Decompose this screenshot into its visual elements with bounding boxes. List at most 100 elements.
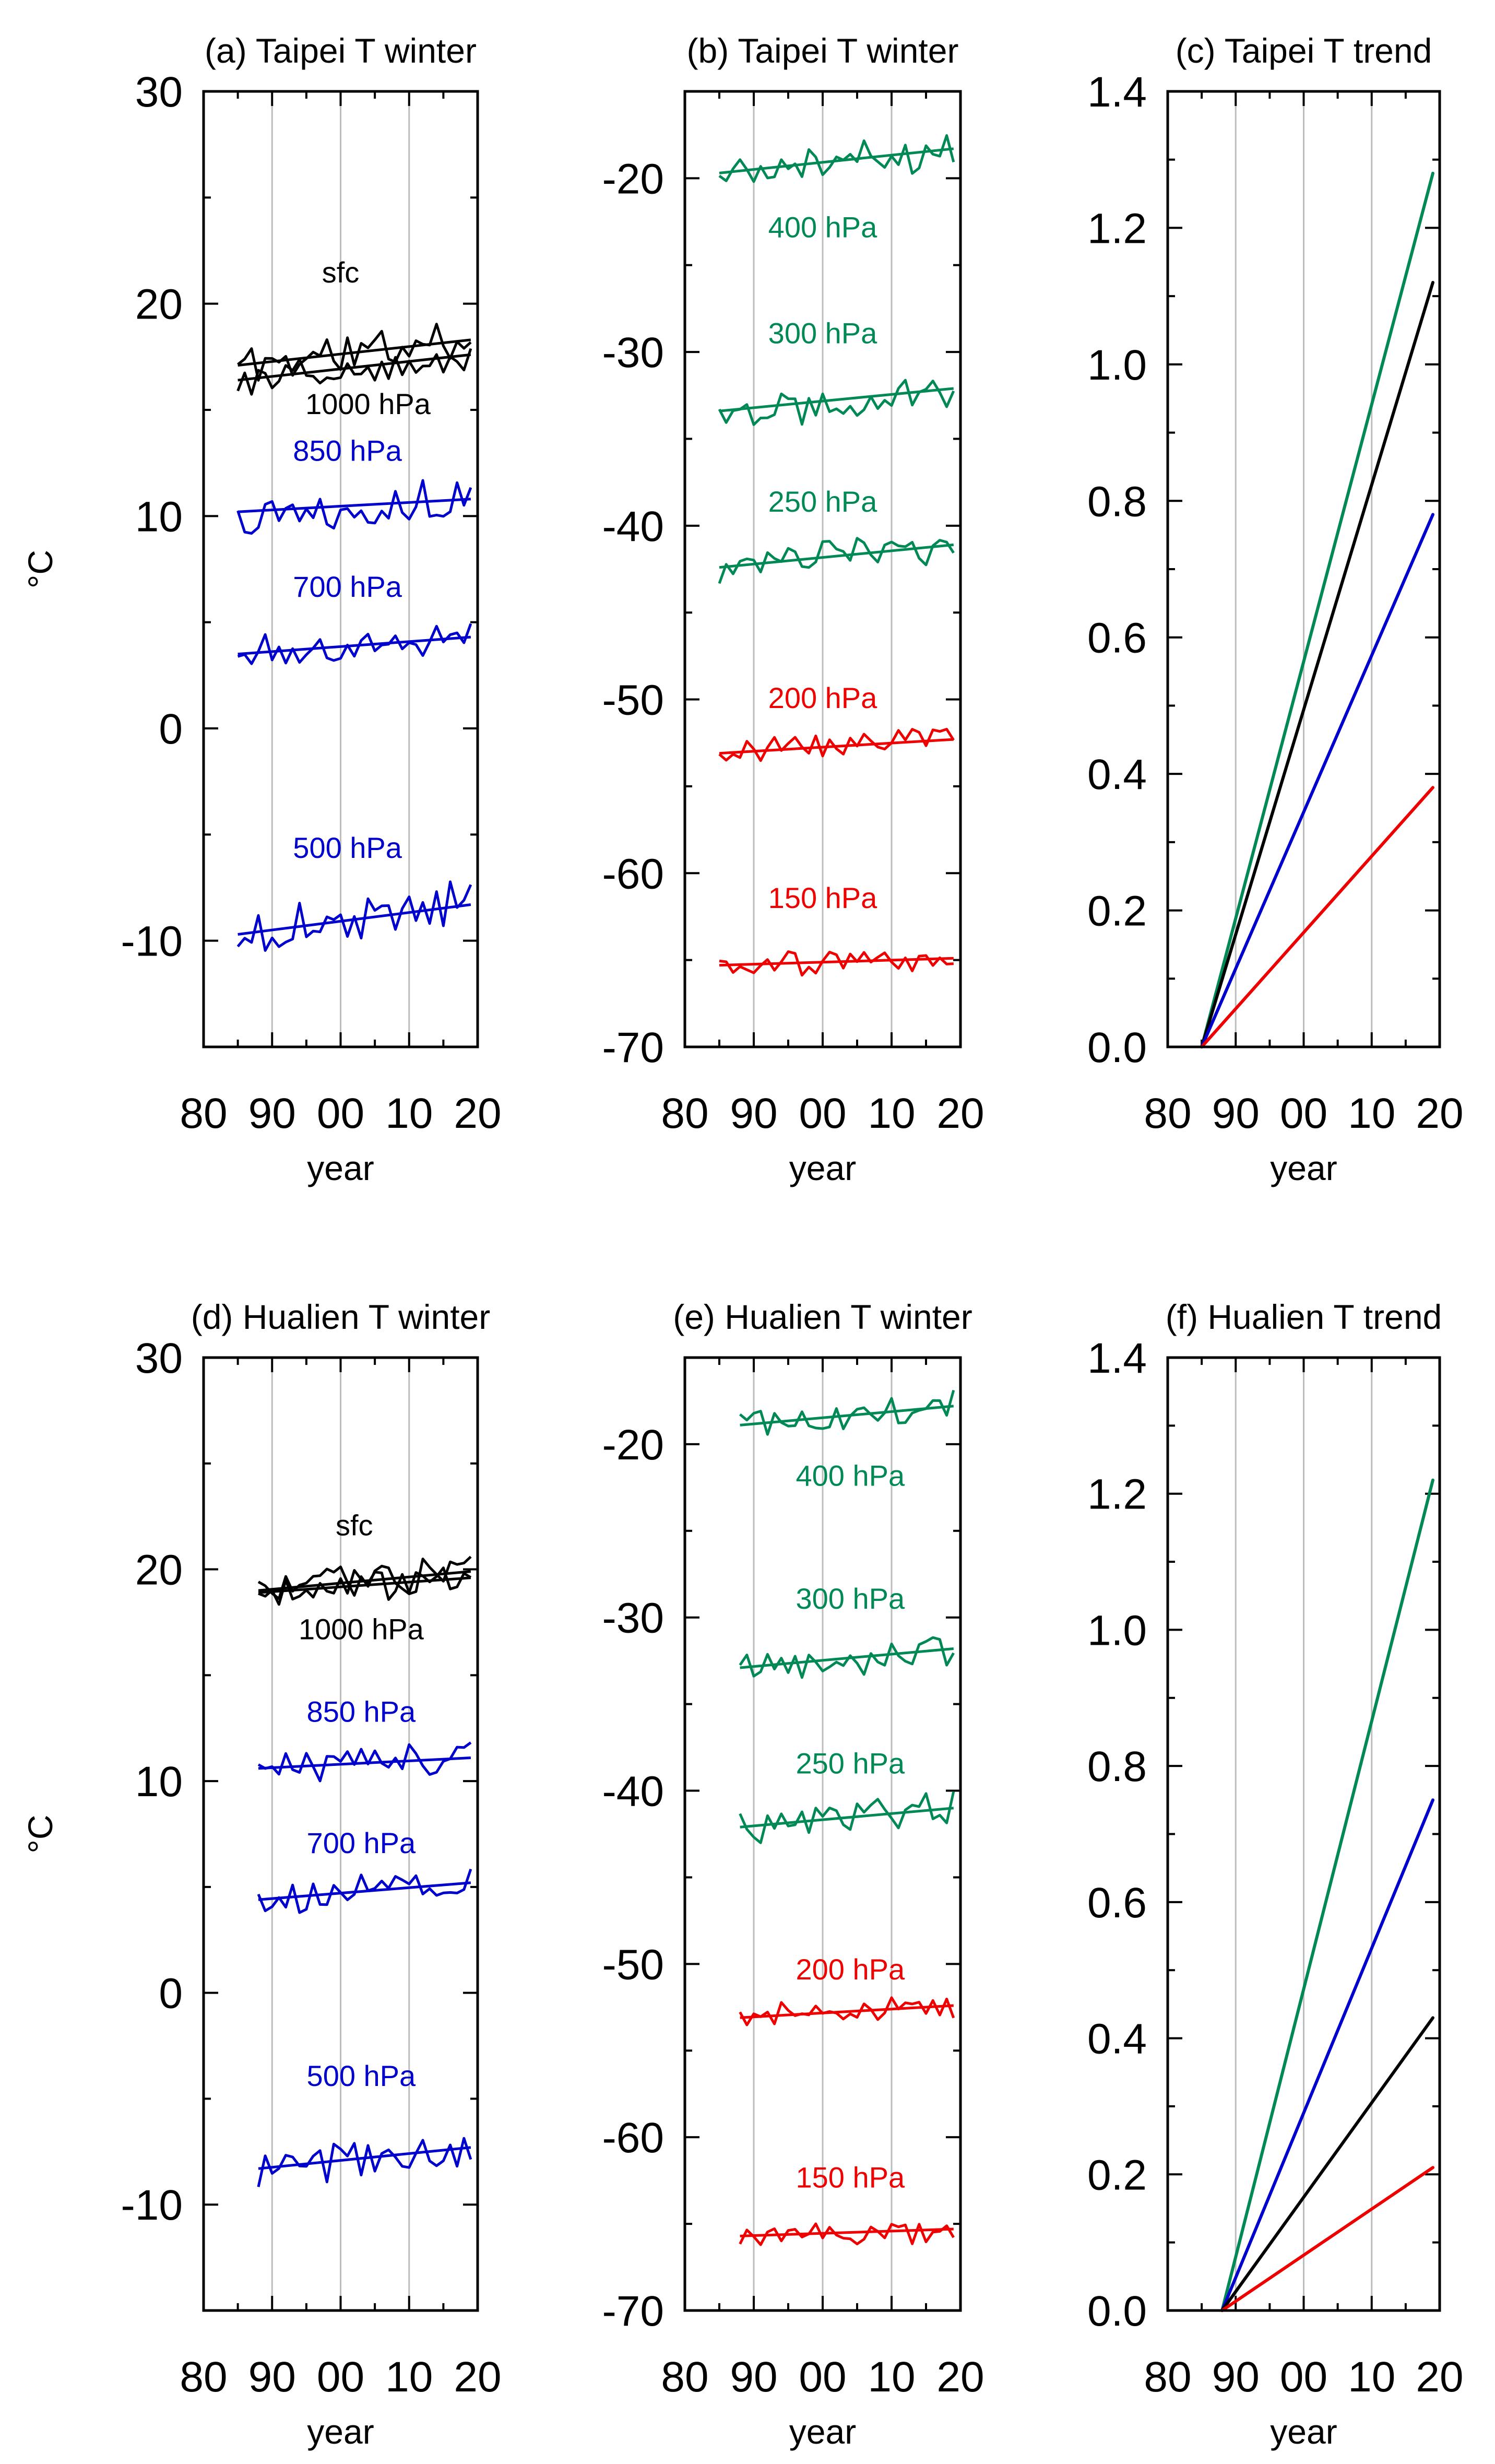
panel-b-series-4-label: 150 hPa [768, 881, 877, 914]
panel-f-xtick-label-2: 00 [1280, 2353, 1327, 2401]
panel-a-ylabel: °C [21, 550, 60, 588]
panel-d-xtick-label-1: 90 [248, 2353, 296, 2401]
panel-c-ytick-label-0: 0.0 [1087, 1024, 1147, 1071]
panel-b: (b) Taipei T winter 80 90 00 10 20 -70 -60 -50 -4… [602, 31, 984, 1187]
panel-e-ytick-label-2: -50 [602, 1941, 664, 1988]
panel-c-xtick-label-0: 80 [1144, 1090, 1191, 1137]
panel-a: (a) Taipei T winter 80 90 00 10 20 -10 0 10 20 30 y… [21, 31, 502, 1187]
panel-d-series-2-trend-line [258, 1756, 471, 1770]
panel-d-series-1-trend-line [258, 1576, 471, 1594]
panel-b-series-2-label: 250 hPa [768, 485, 877, 518]
panel-f-xtick-label-0: 80 [1144, 2353, 1191, 2401]
panel-c-xtick-label-1: 90 [1212, 1090, 1260, 1137]
panel-c-xlabel: year [1270, 1149, 1337, 1187]
panel-b-xtick-label-2: 00 [799, 1090, 846, 1137]
panel-c-ytick-label-7: 1.4 [1087, 68, 1147, 116]
panel-b-ytick-label-4: -30 [602, 329, 664, 376]
panel-e-series-1-trend-line [740, 1647, 954, 1669]
panel-d-series-3-label: 700 hPa [307, 1826, 416, 1859]
panel-c-ytick-label-2: 0.4 [1087, 751, 1147, 798]
panel-b-series-2-trend-line [719, 543, 954, 569]
panel-a-series-4-trend-line [238, 903, 471, 936]
panel-f-ytick-label-7: 1.4 [1087, 1335, 1147, 1382]
panel-e-frame [683, 1356, 962, 2312]
panel-b-title: (b) Taipei T winter [687, 31, 959, 70]
panel-a-series-4-label: 500 hPa [293, 831, 402, 864]
panel-a-xtick-label-3: 10 [385, 1090, 433, 1137]
panel-e-ytick-label-1: -60 [602, 2114, 664, 2162]
panel-b-ytick-label-5: -20 [602, 155, 664, 203]
panel-b-series-4-line [719, 950, 954, 977]
panel-a-series-2-line [236, 479, 472, 535]
panel-c-xtick-label-2: 00 [1280, 1090, 1327, 1137]
panel-c-ytick-label-3: 0.6 [1087, 615, 1147, 662]
panel-a-xtick-label-1: 90 [248, 1090, 296, 1137]
panel-d: (d) Hualien T winter 80 90 00 10 20 -10 0 10 20 30… [21, 1298, 502, 2451]
panel-c-series-0-trend-line [1200, 171, 1434, 1048]
panel-a-series-3-label: 700 hPa [293, 570, 402, 603]
panel-d-title: (d) Hualien T winter [191, 1298, 490, 1336]
panel-f-ytick-label-5: 1.0 [1087, 1607, 1147, 1654]
panel-f-xtick-label-3: 10 [1348, 2353, 1395, 2401]
panel-e-series-0-trend-line [740, 1405, 954, 1426]
panel-f-xtick-label-1: 90 [1212, 2353, 1260, 2401]
panel-e-series-3-label: 200 hPa [796, 1953, 905, 1986]
panel-b-series-3-line [718, 728, 955, 762]
panel-a-ytick-label-0: -10 [121, 918, 183, 965]
panel-d-ylabel: °C [21, 1814, 60, 1853]
panel-b-ytick-label-1: -60 [602, 850, 664, 898]
panel-d-ytick-label-1: 0 [159, 1970, 183, 2018]
panel-e-series-4-label: 150 hPa [796, 2161, 905, 2194]
panel-a-title: (a) Taipei T winter [205, 31, 477, 70]
panel-b-xtick-label-1: 90 [730, 1090, 777, 1137]
panel-c-series-1-trend-line [1200, 281, 1434, 1048]
panel-a-series-2-trend-line [238, 498, 471, 513]
panel-e-series-2-trend-line [740, 1807, 954, 1829]
panel-e-series-3-trend-line [740, 2004, 954, 2019]
panel-d-series-4-label: 500 hPa [307, 2059, 416, 2092]
panel-f-series-2-trend-line [1220, 2016, 1434, 2312]
panel-b-xtick-label-4: 20 [936, 1090, 984, 1137]
panel-e-xlabel: year [789, 2412, 856, 2451]
panel-b-series-1-line [718, 379, 955, 426]
panel-a-series-3-trend-line [238, 635, 471, 656]
panel-c-series-3-trend-line [1200, 786, 1434, 1048]
panel-e-series-1-label: 300 hPa [796, 1582, 905, 1615]
panel-d-series-0-label: sfc [336, 1509, 373, 1542]
panel-e-xtick-label-1: 90 [730, 2353, 777, 2401]
panel-c-xtick-label-3: 10 [1348, 1090, 1395, 1137]
panel-b-xtick-label-0: 80 [661, 1090, 708, 1137]
panel-d-xlabel: year [307, 2412, 374, 2451]
panel-e-xtick-label-4: 20 [936, 2353, 984, 2401]
panel-a-series-4-line [236, 880, 472, 952]
panel-b-series-0-trend-line [719, 147, 954, 174]
panel-e-series-0-label: 400 hPa [796, 1459, 905, 1492]
panel-f-ytick-label-2: 0.4 [1087, 2015, 1147, 2063]
panel-b-xtick-label-3: 10 [868, 1090, 915, 1137]
panel-b-series-0-line [718, 134, 955, 183]
panel-d-series-3-trend-line [258, 1881, 471, 1901]
panel-b-xlabel: year [789, 1149, 856, 1187]
panel-b-series-3-label: 200 hPa [768, 681, 877, 714]
panel-d-series-4-line [257, 2137, 472, 2187]
panel-f-xlabel: year [1270, 2412, 1337, 2451]
panel-c-frame [1166, 90, 1441, 1048]
panel-e-series-2-label: 250 hPa [796, 1747, 905, 1779]
panel-d-xtick-label-0: 80 [180, 2353, 227, 2401]
panel-a-ytick-label-2: 10 [135, 493, 183, 540]
panel-c-ytick-label-1: 0.2 [1087, 888, 1147, 935]
panel-c-ytick-label-5: 1.0 [1087, 341, 1147, 389]
panel-c-series-2-trend-line [1200, 513, 1434, 1048]
panel-f-series-0-trend-line [1220, 1478, 1434, 2312]
panel-a-xlabel: year [307, 1149, 374, 1187]
panel-d-ytick-label-2: 10 [135, 1758, 183, 1806]
panel-c-ytick-label-6: 1.2 [1087, 205, 1147, 252]
panel-e-xtick-label-3: 10 [868, 2353, 915, 2401]
panel-e-xtick-label-0: 80 [661, 2353, 708, 2401]
panel-a-xtick-label-2: 00 [317, 1090, 364, 1137]
panel-b-ytick-label-0: -70 [602, 1024, 664, 1071]
panel-b-series-4-trend-line [719, 957, 954, 967]
panel-a-ytick-label-3: 20 [135, 281, 183, 328]
panel-b-frame [683, 90, 962, 1048]
panel-f-title: (f) Hualien T trend [1166, 1298, 1442, 1336]
